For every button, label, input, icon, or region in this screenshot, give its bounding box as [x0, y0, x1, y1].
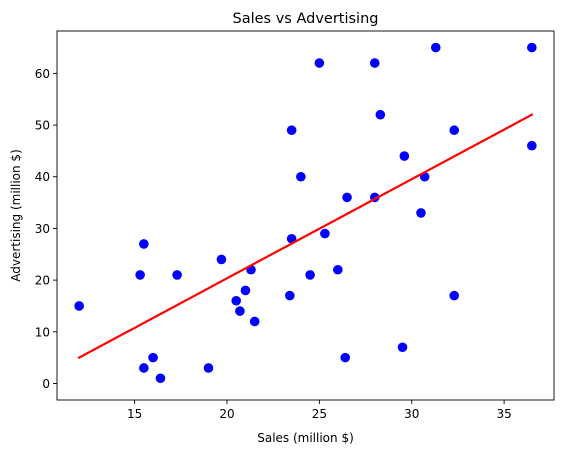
data-point [231, 295, 242, 306]
data-point [139, 363, 149, 373]
data-point [397, 342, 408, 353]
data-point [449, 290, 460, 301]
y-axis-label: Advertising (million $) [9, 149, 23, 281]
data-point [203, 363, 214, 373]
axes: 15 20 25 30 35 0 10 20 30 40 50 60 [35, 30, 555, 421]
x-tick-label: 15 [127, 407, 142, 421]
plot-area [74, 42, 537, 384]
data-point [369, 58, 380, 68]
x-tick-label: 35 [496, 407, 511, 421]
data-point [399, 151, 410, 161]
data-point [148, 352, 158, 363]
y-tick-label: 10 [35, 325, 50, 339]
data-point [235, 306, 245, 316]
data-point [296, 171, 306, 182]
x-tick-label: 25 [312, 407, 327, 421]
data-point [139, 239, 149, 249]
data-point [416, 208, 426, 218]
x-tick-label: 30 [404, 407, 419, 421]
data-point [320, 228, 330, 239]
data-point [249, 316, 260, 327]
x-tick-label: 20 [219, 407, 234, 421]
data-point [527, 140, 537, 151]
data-point [285, 290, 295, 301]
x-axis-label: Sales (million $) [257, 431, 354, 445]
data-point [216, 254, 227, 265]
y-tick-label: 40 [35, 170, 50, 184]
data-point [527, 42, 537, 53]
data-point [135, 270, 145, 280]
y-tick-label: 30 [35, 222, 50, 236]
plot-frame [56, 30, 555, 401]
data-point [286, 125, 297, 136]
data-point [430, 42, 441, 53]
data-point [314, 58, 325, 68]
y-tick-label: 60 [35, 67, 50, 81]
y-tick-label: 50 [35, 119, 50, 133]
data-point [240, 285, 251, 296]
trend-line [77, 113, 534, 360]
data-point [155, 373, 166, 384]
data-point [340, 352, 351, 363]
y-tick-label: 0 [42, 377, 50, 391]
data-point [74, 301, 84, 311]
chart-title: Sales vs Advertising [233, 11, 379, 27]
data-point [342, 192, 352, 203]
y-tick-label: 20 [35, 274, 50, 288]
data-point [172, 270, 182, 280]
data-point [449, 125, 460, 136]
data-point [305, 270, 315, 280]
data-point [333, 264, 343, 275]
data-point [375, 109, 386, 120]
